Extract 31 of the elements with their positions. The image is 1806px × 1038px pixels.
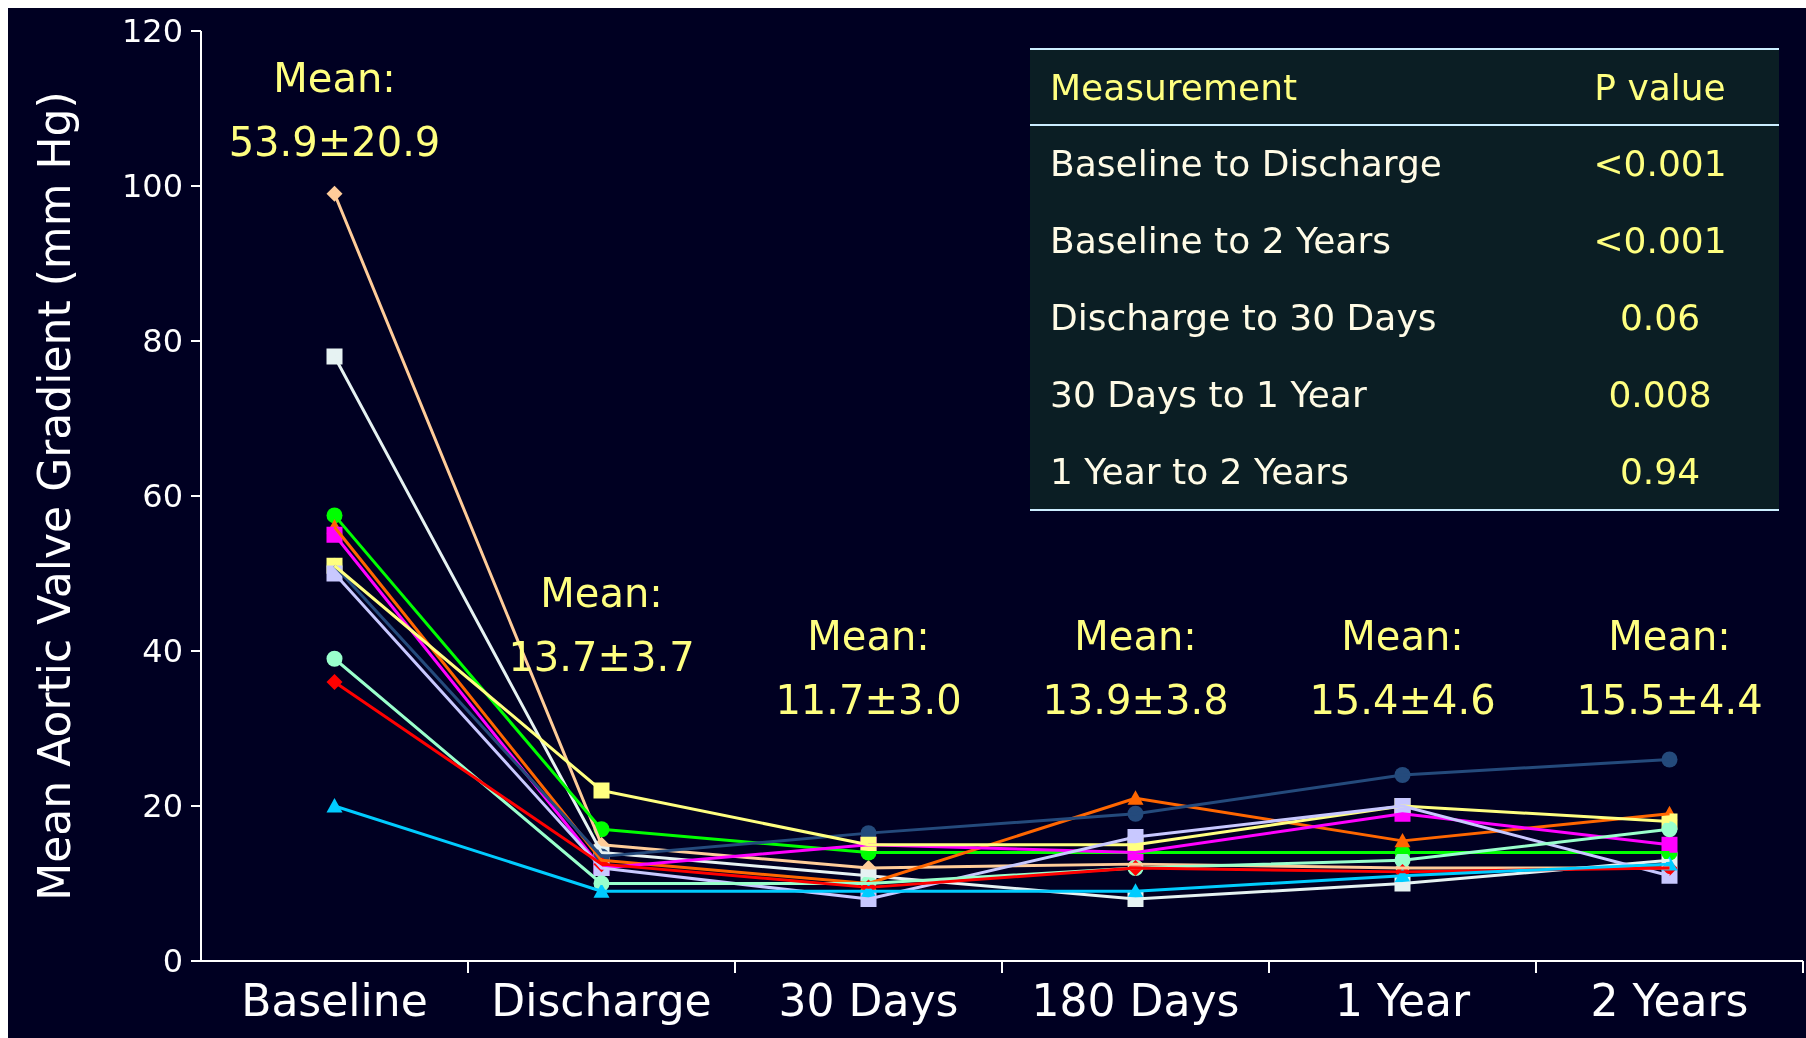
x-tick-label: 30 Days	[778, 975, 959, 1026]
annotation: Discharge to 30 Days	[1050, 297, 1437, 339]
annotation: P value	[1594, 66, 1726, 108]
annotation: <0.001	[1593, 143, 1727, 185]
annotation: 0.06	[1619, 297, 1701, 339]
annotation: Measurement	[1050, 66, 1298, 108]
annotation: 1 Year to 2 Years	[1050, 451, 1349, 493]
annotation: 0.94	[1619, 451, 1701, 493]
x-tick-label: 2 Years	[1590, 975, 1749, 1026]
annotation: 0.008	[1608, 374, 1712, 416]
annotation: Mean: 15.4±4.6	[1309, 612, 1496, 723]
y-tick-label: 80	[142, 322, 183, 361]
annotation: Mean: 53.9±20.9	[228, 54, 441, 165]
y-tick-label: 0	[162, 942, 183, 981]
annotation: Baseline to Discharge	[1050, 143, 1442, 185]
x-tick-label: 1 Year	[1334, 975, 1471, 1026]
annotation: Mean: 15.5±4.4	[1576, 612, 1763, 723]
annotation: Baseline to 2 Years	[1050, 220, 1391, 262]
y-tick-label: 40	[142, 632, 183, 671]
annotation: <0.001	[1593, 220, 1727, 262]
annotation: Mean: 11.7±3.0	[775, 612, 962, 723]
y-tick-label: 120	[121, 12, 183, 51]
y-axis-title: Mean Aortic Valve Gradient (mm Hg)	[29, 91, 80, 901]
x-tick-label: Baseline	[241, 975, 428, 1026]
x-tick-label: Discharge	[491, 975, 712, 1026]
y-tick-label: 60	[142, 477, 183, 516]
y-tick-label: 100	[121, 167, 183, 206]
annotation: Mean: 13.9±3.8	[1042, 612, 1229, 723]
y-tick-label: 20	[142, 787, 183, 826]
x-tick-label: 180 Days	[1031, 975, 1240, 1026]
annotation: 30 Days to 1 Year	[1050, 374, 1367, 416]
